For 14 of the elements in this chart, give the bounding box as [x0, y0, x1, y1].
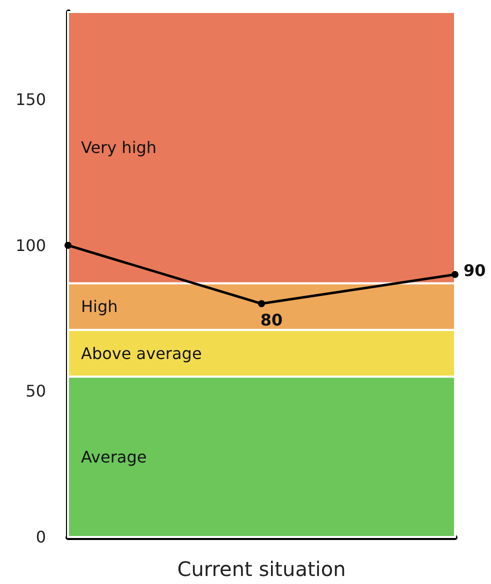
point — [258, 300, 265, 308]
band-label: Very high — [81, 138, 157, 158]
band-label: Average — [81, 447, 147, 466]
point — [452, 271, 458, 278]
y-tick-label: 0 — [36, 528, 46, 546]
band-label: High — [81, 297, 118, 316]
band-label: Above average — [81, 344, 202, 363]
data-label: 90 — [464, 261, 486, 280]
point — [64, 242, 72, 249]
y-tick-label: 150 — [15, 90, 46, 109]
x-axis-title: Current situation — [177, 557, 346, 581]
y-tick-label: 50 — [26, 382, 46, 401]
data-label: 80 — [260, 310, 283, 330]
y-tick-label: 100 — [15, 236, 46, 255]
